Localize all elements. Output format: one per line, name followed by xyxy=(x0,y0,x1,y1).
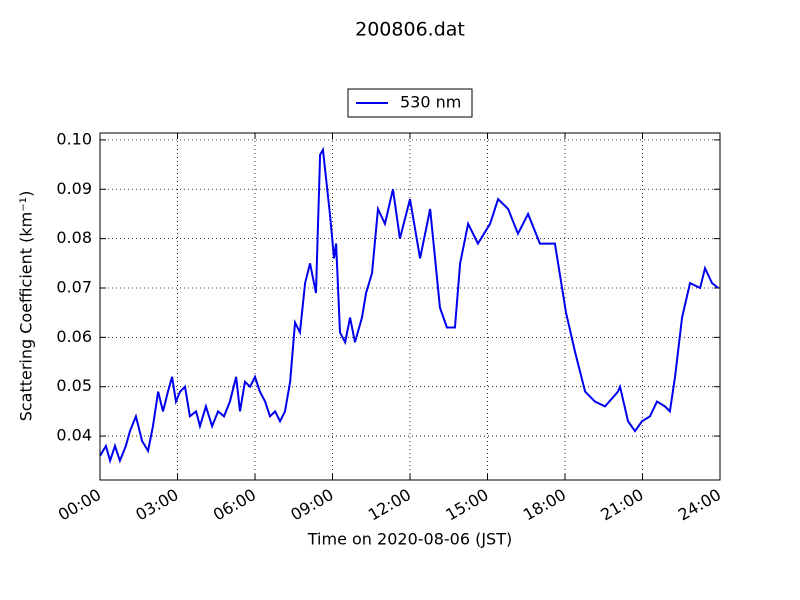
x-tick-label: 15:00 xyxy=(442,485,491,525)
y-tick-label: 0.05 xyxy=(56,376,92,395)
chart-title: 200806.dat xyxy=(355,19,465,41)
x-tick-label: 09:00 xyxy=(287,485,336,525)
y-tick-label: 0.08 xyxy=(56,228,92,247)
y-tick-label: 0.04 xyxy=(56,426,92,445)
legend-label: 530 nm xyxy=(400,93,461,112)
y-axis-label: Scattering Coefficient (km⁻¹) xyxy=(17,191,36,422)
x-tick-label: 18:00 xyxy=(520,485,569,525)
x-tick-label: 12:00 xyxy=(365,485,414,525)
data-line xyxy=(99,146,719,465)
x-tick-label: 03:00 xyxy=(132,485,181,525)
plot-frame xyxy=(99,132,721,481)
y-tick-label: 0.06 xyxy=(56,327,92,346)
x-tick-label: 24:00 xyxy=(675,485,724,525)
x-tick-label: 06:00 xyxy=(210,485,259,525)
y-tick-label: 0.10 xyxy=(56,129,92,148)
x-tick-label: 00:00 xyxy=(55,485,104,525)
y-tick-label: 0.09 xyxy=(56,179,92,198)
x-axis-label: Time on 2020-08-06 (JST) xyxy=(307,530,512,549)
y-tick-label: 0.07 xyxy=(56,277,92,296)
x-tick-label: 21:00 xyxy=(597,485,646,525)
